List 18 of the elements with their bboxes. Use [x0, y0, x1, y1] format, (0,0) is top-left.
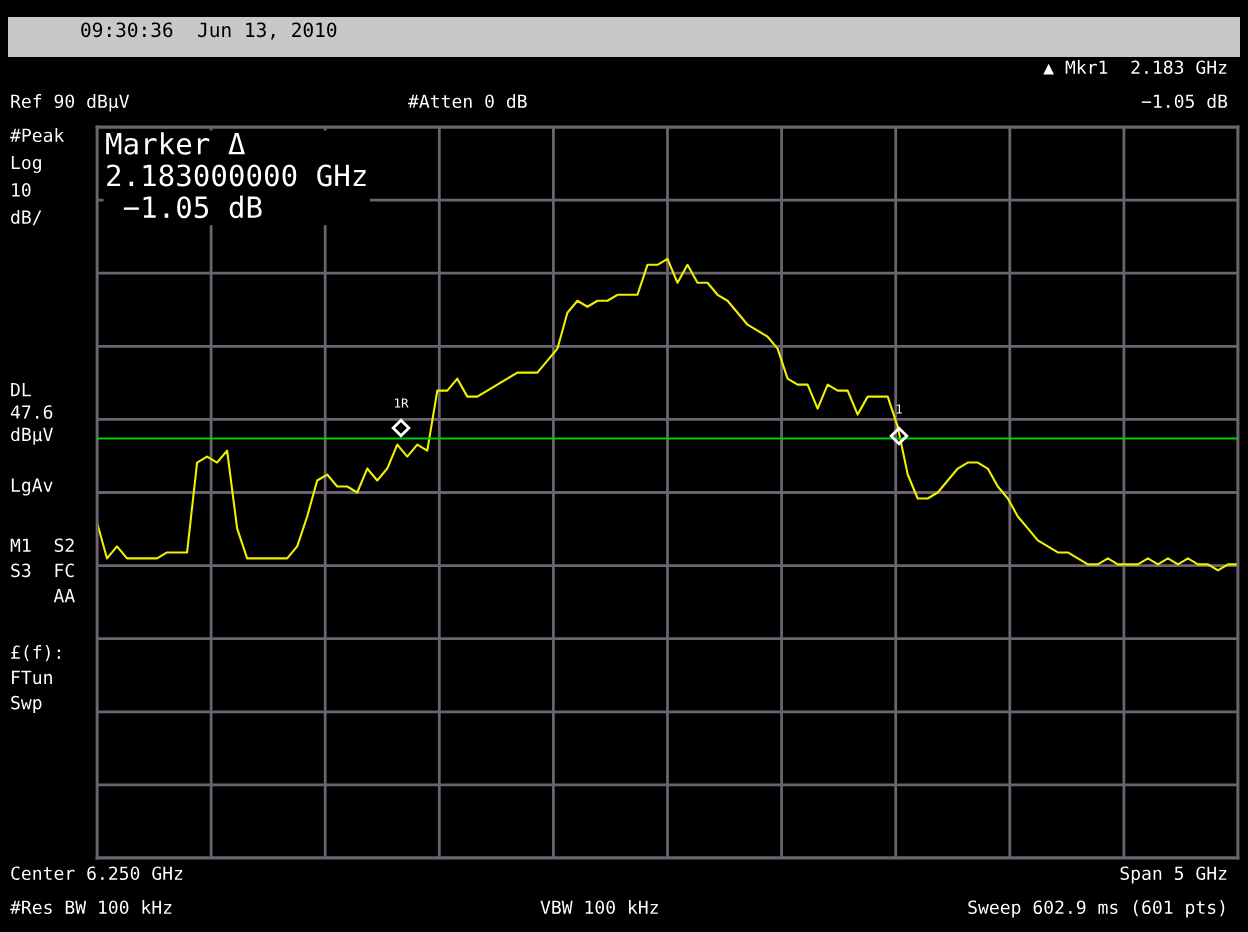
ref-line-label: DL 47.6 dBµV: [10, 383, 53, 445]
text: Sweep 602.9 ms (601 pts): [968, 900, 1225, 918]
annotation: 1R: [394, 398, 409, 408]
text: Marker Δ 2.183000000 GHz −1.05 dB: [106, 132, 366, 219]
text: Ref 90 dBµV: [11, 94, 130, 112]
annotation: 1: [896, 404, 902, 414]
text: Span 5 GHz: [1120, 866, 1227, 884]
text: ▲ Mkr1 2.183 GHz: [1043, 60, 1227, 75]
text: M1 S2 S3 FC AA: [10, 538, 75, 603]
text: −1.05 dB: [1141, 94, 1228, 109]
text: #Res BW 100 kHz: [10, 900, 172, 915]
text: Center 6.250 GHz: [11, 866, 183, 881]
text: VBW 100 kHz: [540, 900, 658, 915]
text: #Atten 0 dB: [408, 94, 527, 109]
text: 09:30:36 Jun 13, 2010: [81, 22, 337, 40]
text: #Peak Log 10 dB/: [10, 128, 65, 226]
text: £(f): FTun Swp: [11, 645, 61, 713]
text: LgAv: [11, 478, 53, 496]
